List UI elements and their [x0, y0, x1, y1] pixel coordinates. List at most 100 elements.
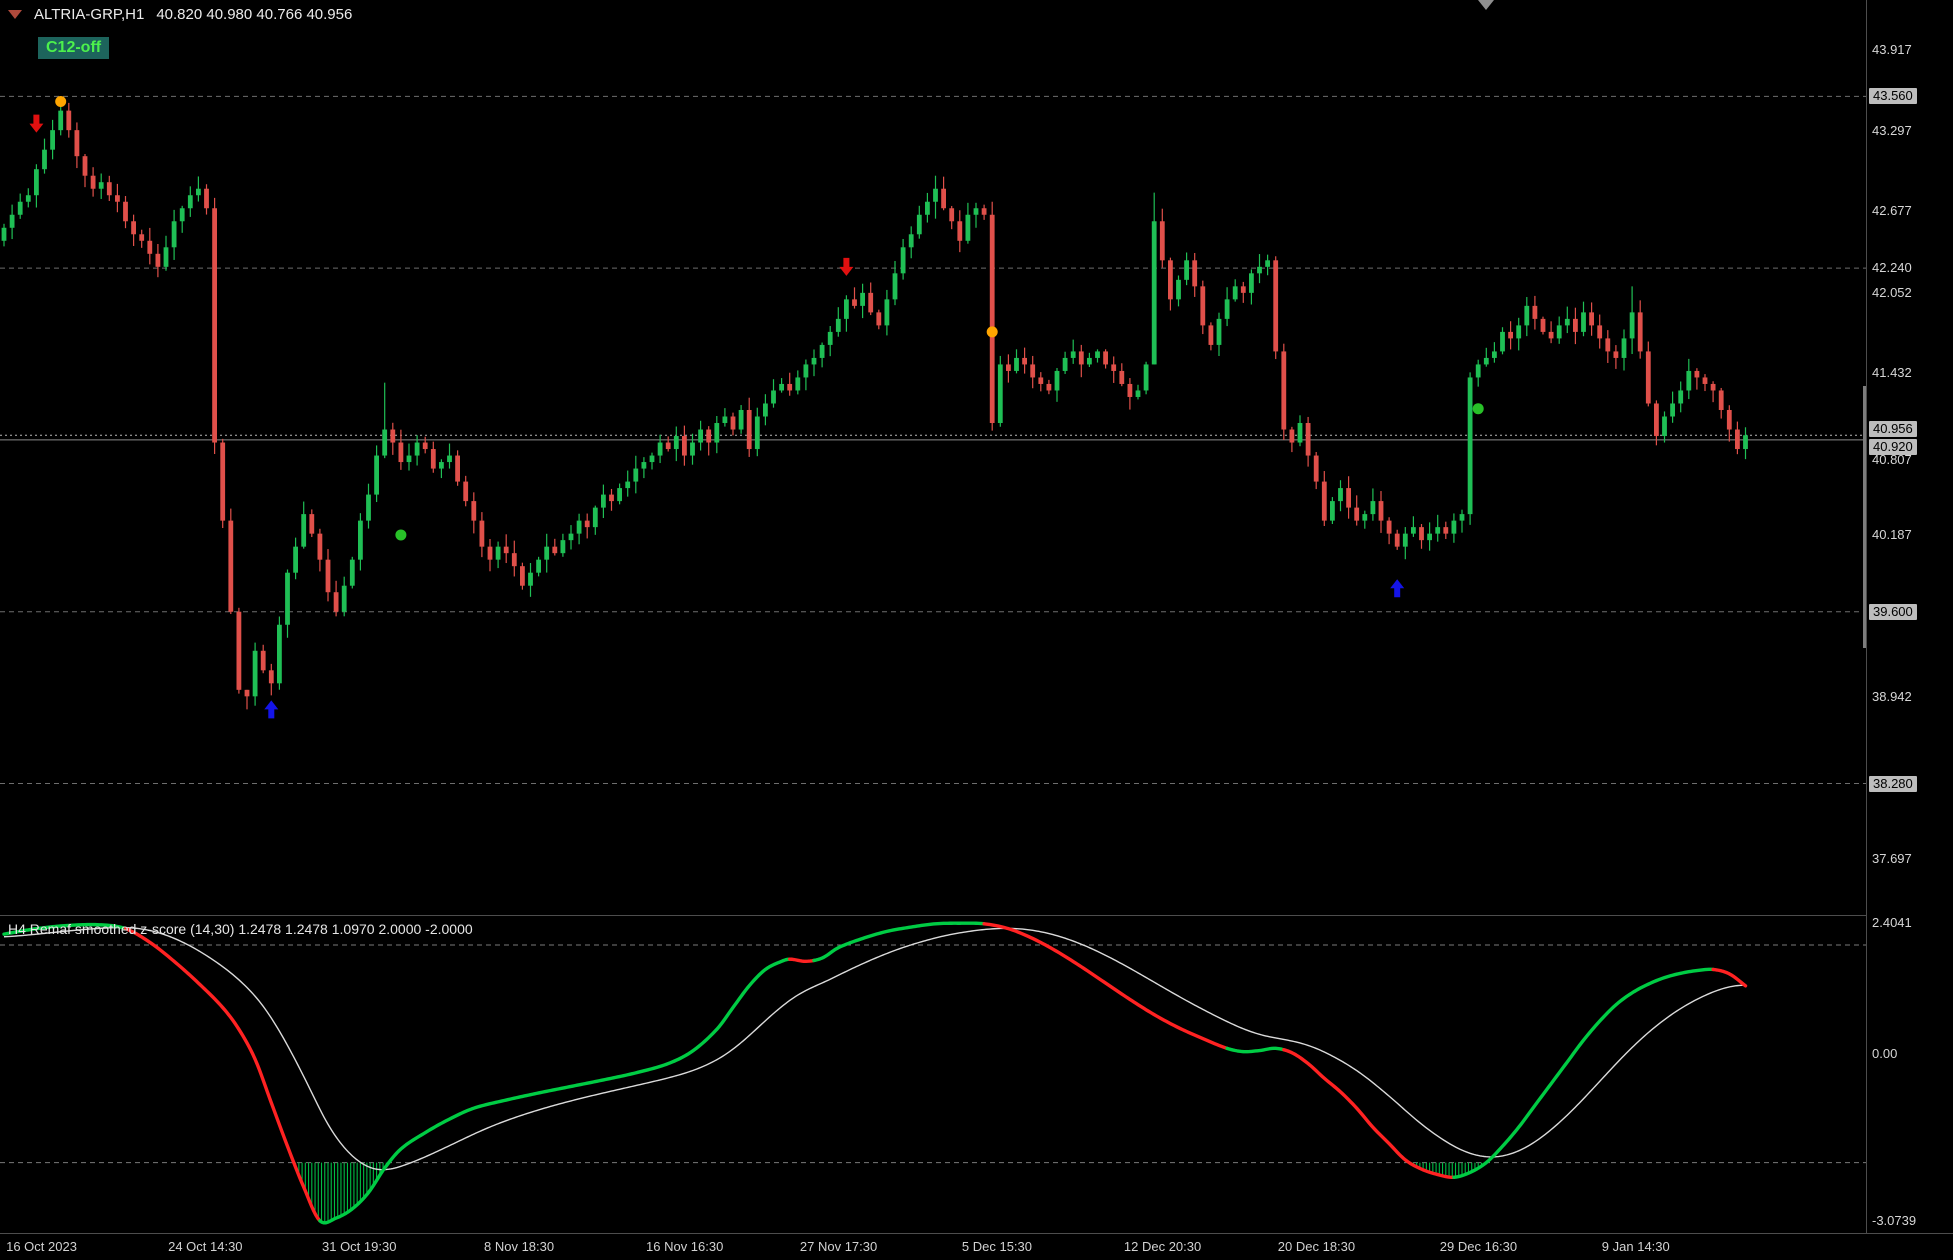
- time-label: 20 Dec 18:30: [1277, 1239, 1356, 1254]
- candle: [155, 243, 161, 278]
- candle: [268, 663, 274, 696]
- candle: [511, 540, 517, 577]
- candle: [1459, 509, 1465, 533]
- candle: [1184, 252, 1189, 286]
- candle: [957, 210, 963, 253]
- candle: [1589, 302, 1594, 336]
- candle: [17, 193, 23, 219]
- candle: [1054, 368, 1060, 402]
- time-axis[interactable]: 16 Oct 2023 24 Oct 14:30 31 Oct 19:30 8 Nov…: [0, 1233, 1953, 1260]
- zscore-main-line: [1452, 967, 1715, 1179]
- candle: [584, 513, 590, 539]
- candle: [1095, 349, 1100, 363]
- candle: [698, 420, 703, 451]
- candle: [1224, 287, 1230, 327]
- candle: [609, 488, 614, 511]
- zscore-main-line: [1282, 1048, 1456, 1180]
- candle: [463, 475, 469, 507]
- indicator-pane[interactable]: [0, 916, 1866, 1233]
- candle: [1581, 301, 1586, 337]
- candle: [973, 202, 979, 228]
- candle: [657, 434, 663, 464]
- candle: [560, 533, 566, 557]
- candle: [439, 459, 444, 479]
- candle: [74, 122, 80, 169]
- candle: [196, 176, 201, 202]
- candle: [1321, 471, 1327, 527]
- candle: [1662, 411, 1667, 443]
- candle: [722, 408, 728, 427]
- candle: [414, 435, 420, 466]
- candle: [714, 415, 720, 454]
- candle: [730, 412, 736, 436]
- candle: [941, 176, 946, 211]
- candle: [1637, 300, 1643, 359]
- symbol-dropdown-icon[interactable]: [8, 9, 22, 19]
- candle: [341, 576, 347, 617]
- price-line-label: 43.560: [1869, 88, 1917, 105]
- candle: [1103, 349, 1108, 369]
- candle: [771, 379, 776, 408]
- candle: [1710, 381, 1716, 403]
- symbol-title: ALTRIA-GRP,H1: [34, 5, 145, 23]
- candle: [1111, 356, 1117, 383]
- candle: [1670, 391, 1675, 423]
- candle: [819, 342, 825, 368]
- candle: [1743, 427, 1748, 460]
- candle: [236, 607, 242, 694]
- candle: [860, 283, 865, 319]
- scrollbar-thumb[interactable]: [1863, 386, 1866, 648]
- zscore-main-line: [1711, 967, 1748, 988]
- candle: [374, 445, 379, 503]
- candle: [277, 616, 282, 690]
- buy-arrow-marker: [1390, 579, 1405, 598]
- candle: [1500, 327, 1505, 355]
- candle: [430, 441, 436, 473]
- candle: [1273, 256, 1279, 360]
- candle: [763, 394, 768, 426]
- candle: [673, 426, 679, 462]
- candle: [1386, 517, 1392, 545]
- price-line-label: 40.920: [1869, 438, 1917, 455]
- candle: [204, 184, 209, 215]
- zscore-signal-line: [3, 926, 1746, 1171]
- candle: [1411, 516, 1416, 537]
- chart-shift-marker[interactable]: [1478, 0, 1494, 10]
- candle: [1, 223, 7, 247]
- c12-toggle-button[interactable]: C12-off: [38, 37, 110, 59]
- candle: [738, 405, 744, 434]
- candle: [1629, 286, 1635, 355]
- candle: [1686, 358, 1692, 400]
- candle: [1030, 355, 1036, 389]
- candle: [358, 513, 363, 571]
- candle: [1070, 339, 1076, 364]
- candle: [1613, 345, 1619, 369]
- candle: [1402, 527, 1408, 560]
- price-scale-label: 42.052: [1872, 284, 1912, 300]
- candle: [528, 562, 533, 597]
- time-label: 27 Nov 17:30: [799, 1239, 878, 1254]
- candle: [301, 501, 307, 549]
- pane-separator[interactable]: [0, 915, 1953, 916]
- candle: [1006, 354, 1011, 383]
- candle: [285, 569, 290, 638]
- candle: [1443, 521, 1449, 540]
- candle: [1492, 342, 1497, 363]
- orange-dot-marker: [55, 96, 67, 108]
- candle: [1427, 522, 1432, 551]
- candle: [50, 119, 55, 160]
- indicator-axis-label: -3.0739: [1872, 1213, 1917, 1229]
- candle: [520, 562, 525, 590]
- price-scale[interactable]: 43.917 43.560 43.297 42.677 42.240 42.052 41.4…: [1866, 0, 1953, 1233]
- candle: [212, 197, 217, 455]
- candle: [244, 689, 250, 710]
- candle: [1378, 491, 1384, 533]
- candle: [868, 282, 874, 316]
- candle: [406, 443, 412, 471]
- main-chart-pane[interactable]: [0, 0, 1866, 915]
- orange-dot-marker: [986, 326, 998, 338]
- candle: [908, 226, 914, 259]
- candle: [1305, 416, 1311, 467]
- candle: [1216, 312, 1222, 357]
